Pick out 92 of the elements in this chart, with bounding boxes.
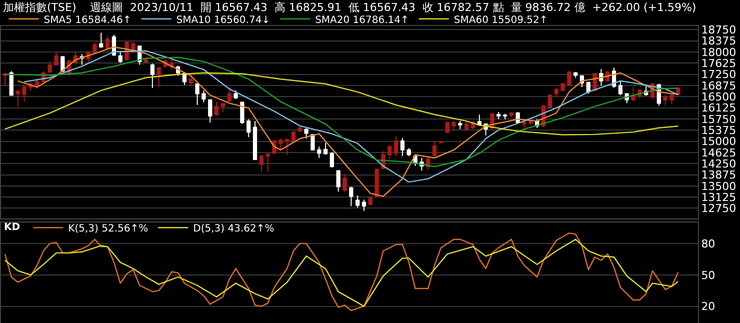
y-tick-label: 13875: [701, 168, 736, 182]
candlestick: [278, 138, 283, 150]
chart-title: 加權指數(TSE): [3, 1, 76, 14]
candlestick: [259, 154, 264, 173]
candlestick: [548, 94, 552, 108]
legend-label: SMA10 16560.74↓: [176, 14, 270, 26]
candlestick: [240, 102, 244, 125]
line-series: [4, 56, 679, 168]
legend-label: D(5,3) 43.62↑%: [193, 223, 274, 234]
candlestick: [195, 83, 200, 106]
candlestick: [118, 51, 122, 64]
y-tick-label: 16500: [701, 90, 736, 104]
candlestick: [374, 168, 379, 198]
y-tick-label: 16125: [701, 102, 736, 115]
candlestick: [48, 61, 52, 74]
y-tick-label: 50: [701, 268, 716, 282]
candlestick: [394, 136, 398, 157]
candlestick: [92, 42, 97, 54]
candlestick: [496, 111, 501, 120]
y-tick-label: 80: [701, 237, 716, 250]
candlestick: [227, 86, 232, 102]
candlestick: [252, 120, 258, 161]
legend-label: SMA5 16584.46↑: [44, 14, 132, 26]
line-series: [4, 72, 679, 136]
y-tick-label: 18375: [701, 34, 736, 48]
y-tick-label: 17625: [701, 57, 736, 70]
y-tick-label: 17250: [701, 68, 736, 82]
candlestick: [567, 70, 572, 86]
candlestick: [266, 152, 270, 173]
candlestick: [220, 103, 226, 112]
candlestick: [432, 141, 437, 157]
candlestick: [458, 120, 462, 130]
candlestick: [560, 82, 565, 92]
candlestick: [663, 94, 668, 106]
candlestick: [304, 127, 308, 140]
candlestick: [502, 113, 508, 120]
candlestick: [22, 85, 26, 102]
candlestick: [2, 72, 8, 86]
candlestick: [9, 70, 14, 96]
candlestick: [336, 170, 340, 192]
candlestick: [342, 174, 347, 192]
legend-label: K(5,3) 52.56↑%: [68, 223, 148, 234]
candlestick: [618, 80, 622, 96]
candlestick: [477, 114, 482, 126]
candlestick: [670, 94, 674, 105]
candlestick: [522, 120, 526, 132]
candlestick: [362, 199, 366, 212]
y-tick-label: 15375: [701, 124, 736, 137]
y-tick-label: 15000: [701, 135, 736, 148]
candlestick: [298, 126, 302, 133]
candlestick: [234, 90, 238, 100]
y-tick-label: 12750: [701, 202, 736, 216]
candlestick: [284, 138, 290, 156]
candlestick: [150, 63, 154, 89]
chart-title: KD: [4, 222, 20, 233]
candlestick: [406, 148, 411, 157]
candlestick: [330, 152, 334, 168]
y-tick-label: 15750: [701, 112, 736, 126]
candlestick: [214, 101, 219, 116]
candlestick: [554, 88, 558, 98]
candlestick: [509, 111, 514, 118]
candlestick: [16, 90, 20, 107]
y-tick-label: 14625: [701, 146, 736, 160]
candlestick: [368, 197, 372, 206]
candlestick: [208, 99, 212, 124]
candlestick: [105, 35, 110, 51]
candlestick: [464, 120, 469, 130]
candlestick: [246, 118, 251, 138]
candlestick: [349, 186, 354, 207]
legend-label: SMA60 15509.52↑: [454, 14, 548, 26]
candlestick: [310, 133, 315, 152]
candlestick: [99, 32, 104, 48]
candlestick: [356, 194, 360, 208]
y-tick-label: 20: [701, 300, 716, 314]
chart-subtitle: 週線圖 2023/10/11 開 16567.43 高 16825.91 低 16567.43 收 16782.57 點 量 9836.72 億 +262.00 (+1.59%): [90, 1, 696, 14]
candlestick: [323, 142, 328, 156]
y-tick-label: 18750: [701, 24, 736, 37]
candlestick: [188, 74, 193, 86]
candlestick: [156, 66, 161, 88]
legend-label: SMA20 16786.14↑: [315, 14, 409, 26]
candlestick: [317, 146, 322, 158]
candlestick: [54, 51, 58, 66]
y-tick-label: 18000: [701, 46, 736, 59]
y-tick-label: 13125: [701, 190, 736, 204]
candlestick: [388, 144, 392, 160]
candlestick: [202, 90, 206, 103]
y-tick-label: 13500: [701, 180, 736, 193]
candlestick: [452, 120, 456, 132]
y-tick-label: 14250: [701, 157, 736, 170]
y-tick-label: 16875: [701, 79, 736, 92]
candlestick: [400, 138, 405, 157]
candlestick: [445, 121, 450, 134]
